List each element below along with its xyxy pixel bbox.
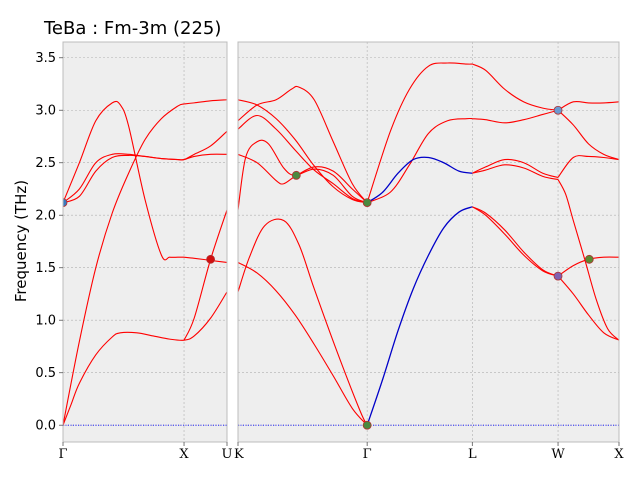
- band-line: [238, 218, 368, 426]
- band-line: [183, 99, 227, 105]
- panel-1: 0.0 0.5 1.0 1.5 2.0 2.5 3.0 3.5 Γ X U: [35, 41, 233, 462]
- band-line: [472, 164, 559, 181]
- band-line: [238, 114, 368, 204]
- band-line: [557, 109, 619, 161]
- band-line: [63, 130, 227, 204]
- x-tick-label: L: [468, 447, 477, 462]
- panel-background: [63, 42, 227, 442]
- band-line: [238, 99, 368, 204]
- band-line: [366, 117, 473, 204]
- x-tick-label: K: [234, 447, 244, 462]
- band-line: [63, 100, 185, 261]
- plot-area: [238, 62, 619, 430]
- band-line: [183, 256, 227, 264]
- band-line: [366, 62, 473, 203]
- chart-title: TeBa : Fm-3m (225): [43, 18, 221, 39]
- panel-background: [238, 42, 619, 442]
- band-line: [557, 100, 619, 111]
- y-axis-label: Frequency (THz): [12, 180, 30, 302]
- y-tick-label: 2.0: [35, 209, 56, 224]
- band-line: [557, 179, 619, 341]
- band-line: [472, 63, 559, 111]
- degeneracy-point: [362, 420, 372, 430]
- band-line: [472, 206, 559, 277]
- highlight-band-line: [366, 206, 473, 426]
- y-tick-label: 0.0: [35, 419, 56, 434]
- panel-frame: [62, 41, 228, 443]
- y-tick-label: 2.5: [35, 156, 56, 171]
- y-tick-label: 1.5: [35, 261, 56, 276]
- degeneracy-point: [63, 198, 68, 208]
- x-tick-label: Γ: [363, 447, 372, 462]
- panel-frame: [237, 41, 620, 443]
- degeneracy-point: [553, 105, 563, 115]
- plot-area: [63, 99, 227, 426]
- band-line: [472, 158, 559, 178]
- y-tick-label: 3.5: [35, 51, 56, 66]
- degeneracy-point: [206, 254, 216, 264]
- panels: 0.0 0.5 1.0 1.5 2.0 2.5 3.0 3.5 Γ X U K Γ L W X: [35, 41, 624, 462]
- band-line: [557, 155, 619, 178]
- degeneracy-point: [584, 254, 594, 264]
- x-tick-label: W: [551, 447, 565, 462]
- band-line: [238, 139, 368, 211]
- degeneracy-point: [362, 198, 372, 208]
- x-tick-label: Γ: [58, 447, 67, 462]
- band-line: [557, 275, 619, 341]
- x-tick-label: X: [179, 447, 189, 462]
- y-tick-label: 0.5: [35, 366, 56, 381]
- band-line: [63, 291, 227, 426]
- band-line: [238, 261, 368, 426]
- x-tick-label: X: [614, 447, 624, 462]
- y-tick-label: 1.0: [35, 314, 56, 329]
- band-line: [183, 209, 227, 341]
- band-line: [63, 103, 185, 426]
- band-line: [472, 206, 559, 277]
- degeneracy-point: [291, 170, 301, 180]
- band-line: [238, 85, 368, 203]
- band-line: [472, 109, 559, 124]
- x-tick-label: U: [222, 447, 233, 462]
- highlight-band-line: [366, 156, 473, 204]
- y-tick-label: 3.0: [35, 104, 56, 119]
- degeneracy-point: [553, 271, 563, 281]
